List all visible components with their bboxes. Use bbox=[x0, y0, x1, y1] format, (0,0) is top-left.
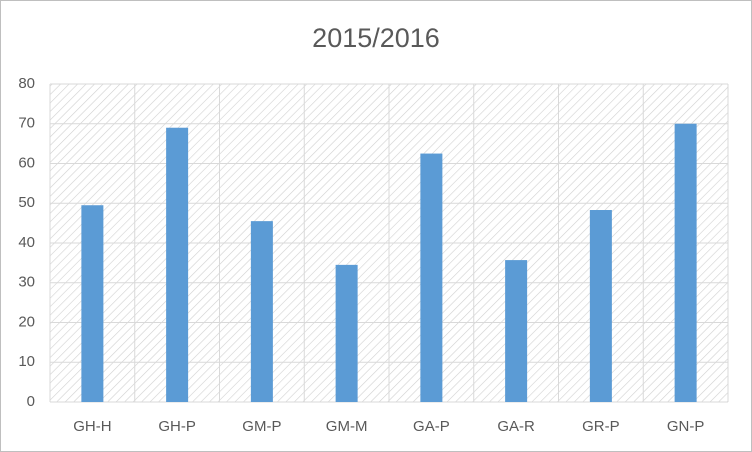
chart-title: 2015/2016 bbox=[312, 23, 440, 53]
bar bbox=[166, 127, 189, 402]
x-tick-label: GM-P bbox=[242, 418, 281, 435]
x-tick-label: GH-H bbox=[73, 418, 111, 435]
y-tick-label: 20 bbox=[18, 313, 35, 330]
y-tick-label: 40 bbox=[18, 234, 35, 251]
y-tick-label: 80 bbox=[18, 75, 35, 92]
bar bbox=[81, 205, 104, 402]
y-tick-label: 60 bbox=[18, 154, 35, 171]
x-tick-label: GH-P bbox=[158, 418, 196, 435]
bar bbox=[589, 210, 612, 402]
y-tick-label: 10 bbox=[18, 353, 35, 370]
y-tick-label: 0 bbox=[27, 393, 35, 410]
x-tick-label: GR-P bbox=[582, 418, 620, 435]
y-tick-label: 70 bbox=[18, 115, 35, 132]
y-tick-label: 30 bbox=[18, 274, 35, 291]
y-tick-label: 50 bbox=[18, 194, 35, 211]
x-tick-label: GA-P bbox=[413, 418, 450, 435]
x-tick-label: GA-R bbox=[497, 418, 535, 435]
bar bbox=[335, 264, 358, 402]
x-tick-label: GM-M bbox=[326, 418, 368, 435]
x-tick-label: GN-P bbox=[667, 418, 705, 435]
bar bbox=[505, 260, 528, 402]
bar bbox=[250, 221, 273, 402]
bar bbox=[674, 123, 697, 402]
bar bbox=[420, 153, 443, 402]
